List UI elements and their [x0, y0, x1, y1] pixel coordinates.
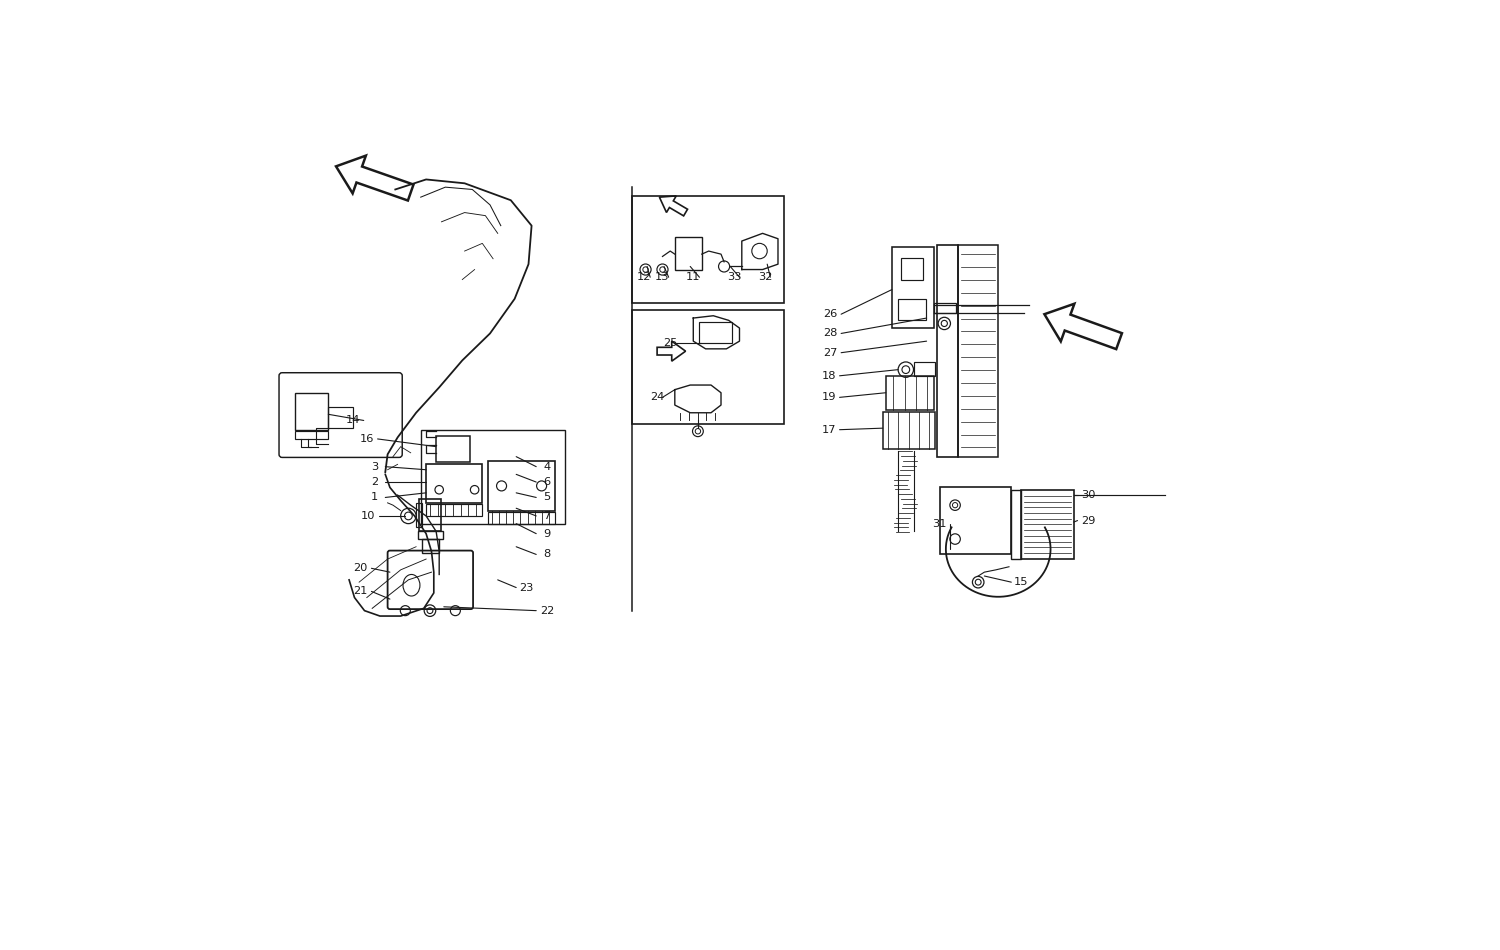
- Bar: [419, 499, 441, 531]
- Text: 30: 30: [1082, 490, 1095, 500]
- Text: 20: 20: [354, 563, 368, 573]
- Text: 5: 5: [543, 492, 550, 503]
- Bar: [1022, 490, 1074, 559]
- Text: 18: 18: [822, 370, 836, 381]
- Bar: [936, 245, 958, 457]
- Text: 1: 1: [370, 492, 378, 503]
- Bar: [902, 258, 922, 279]
- Bar: [436, 436, 470, 462]
- Text: 7: 7: [543, 511, 550, 521]
- Bar: [958, 245, 998, 457]
- Text: 25: 25: [663, 338, 678, 349]
- Text: 26: 26: [824, 309, 837, 319]
- Text: 15: 15: [1014, 578, 1029, 587]
- Text: 3: 3: [370, 462, 378, 471]
- Bar: [934, 303, 956, 313]
- Text: 23: 23: [519, 582, 534, 593]
- Text: 24: 24: [650, 392, 664, 403]
- Text: 33: 33: [728, 273, 741, 282]
- Bar: [632, 310, 784, 424]
- Bar: [296, 392, 327, 429]
- Text: 31: 31: [933, 519, 946, 528]
- Text: 9: 9: [543, 528, 550, 539]
- Bar: [675, 238, 702, 270]
- Text: 4: 4: [543, 462, 550, 471]
- Text: 2: 2: [370, 477, 378, 487]
- Bar: [699, 322, 732, 344]
- Bar: [898, 299, 926, 320]
- Bar: [632, 197, 784, 303]
- Bar: [939, 486, 1011, 555]
- Bar: [423, 539, 439, 553]
- Bar: [488, 461, 555, 510]
- Text: 12: 12: [638, 273, 651, 282]
- Text: 19: 19: [822, 392, 836, 403]
- Bar: [296, 431, 327, 439]
- Text: 32: 32: [758, 273, 772, 282]
- Bar: [328, 407, 352, 428]
- Text: 8: 8: [543, 549, 550, 560]
- Bar: [488, 512, 555, 523]
- Bar: [886, 376, 933, 410]
- Text: 29: 29: [1082, 516, 1095, 525]
- Bar: [426, 465, 482, 503]
- Text: 21: 21: [354, 586, 368, 597]
- Bar: [882, 412, 934, 449]
- Text: 22: 22: [540, 606, 554, 616]
- Text: 11: 11: [686, 273, 700, 282]
- Bar: [914, 362, 934, 376]
- Text: 27: 27: [824, 348, 837, 358]
- Bar: [426, 504, 482, 516]
- Text: 6: 6: [543, 477, 550, 487]
- Bar: [416, 503, 423, 527]
- Text: 10: 10: [362, 511, 375, 521]
- Text: 28: 28: [824, 329, 837, 338]
- Text: 14: 14: [346, 415, 360, 426]
- Text: 16: 16: [360, 434, 374, 444]
- Bar: [419, 531, 442, 539]
- Bar: [420, 429, 566, 523]
- Text: 13: 13: [656, 273, 669, 282]
- Text: 17: 17: [822, 425, 836, 435]
- Bar: [1011, 490, 1022, 559]
- Bar: [892, 247, 934, 328]
